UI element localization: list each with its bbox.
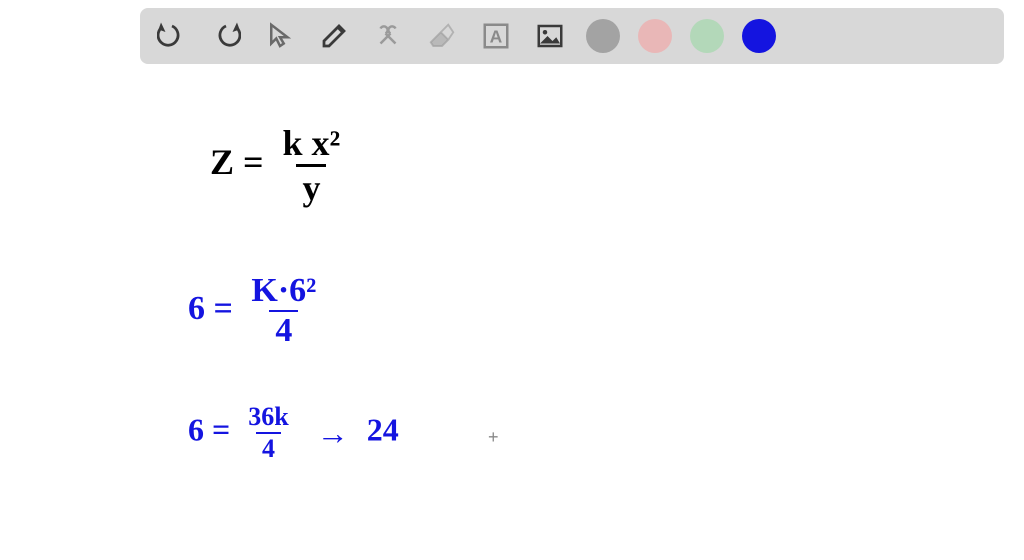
drawing-canvas[interactable]: Z = k x² y 6 = K·6² 4 6 = 36k 4 → 24 + xyxy=(0,72,1024,560)
eq3-denominator: 4 xyxy=(256,432,281,464)
eq2-lhs: 6 = xyxy=(188,290,233,327)
equation-1: Z = k x² y xyxy=(210,122,350,209)
eq1-numerator: k x² xyxy=(277,122,347,164)
color-swatch-gray[interactable] xyxy=(586,19,620,53)
eq3-fraction: 36k 4 xyxy=(242,402,294,464)
equation-3: 6 = 36k 4 → 24 xyxy=(188,402,399,464)
eq1-lhs: Z = xyxy=(210,142,264,182)
pen-button[interactable] xyxy=(316,18,352,54)
eq3-rhs: 24 xyxy=(367,411,399,447)
pointer-button[interactable] xyxy=(262,18,298,54)
text-button[interactable]: A xyxy=(478,18,514,54)
eraser-button[interactable] xyxy=(424,18,460,54)
tools-button[interactable] xyxy=(370,18,406,54)
arrow-icon: → xyxy=(317,415,349,452)
eraser-icon xyxy=(427,21,457,51)
text-icon: A xyxy=(481,21,511,51)
redo-icon xyxy=(211,21,241,51)
image-icon xyxy=(535,21,565,51)
pen-icon xyxy=(319,21,349,51)
toolbar: A xyxy=(140,8,1004,64)
eq2-fraction: K·6² 4 xyxy=(245,272,322,350)
eq2-numerator: K·6² xyxy=(245,272,322,310)
equation-2: 6 = K·6² 4 xyxy=(188,272,326,350)
undo-button[interactable] xyxy=(154,18,190,54)
color-swatch-blue[interactable] xyxy=(742,19,776,53)
eq1-fraction: k x² y xyxy=(277,122,347,209)
eq2-denominator: 4 xyxy=(269,310,298,350)
undo-icon xyxy=(157,21,187,51)
eq3-numerator: 36k xyxy=(242,402,294,432)
insertion-cursor-icon: + xyxy=(488,427,499,448)
eq3-lhs: 6 = xyxy=(188,411,230,447)
image-button[interactable] xyxy=(532,18,568,54)
color-swatch-pink[interactable] xyxy=(638,19,672,53)
tools-icon xyxy=(373,21,403,51)
color-swatch-green[interactable] xyxy=(690,19,724,53)
svg-text:A: A xyxy=(490,26,503,46)
pointer-icon xyxy=(265,21,295,51)
eq1-denominator: y xyxy=(296,164,326,209)
redo-button[interactable] xyxy=(208,18,244,54)
